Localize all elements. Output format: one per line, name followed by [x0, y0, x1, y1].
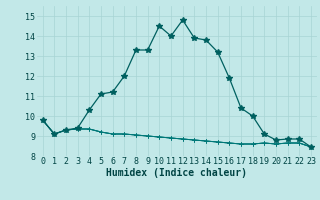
X-axis label: Humidex (Indice chaleur): Humidex (Indice chaleur): [106, 168, 247, 178]
